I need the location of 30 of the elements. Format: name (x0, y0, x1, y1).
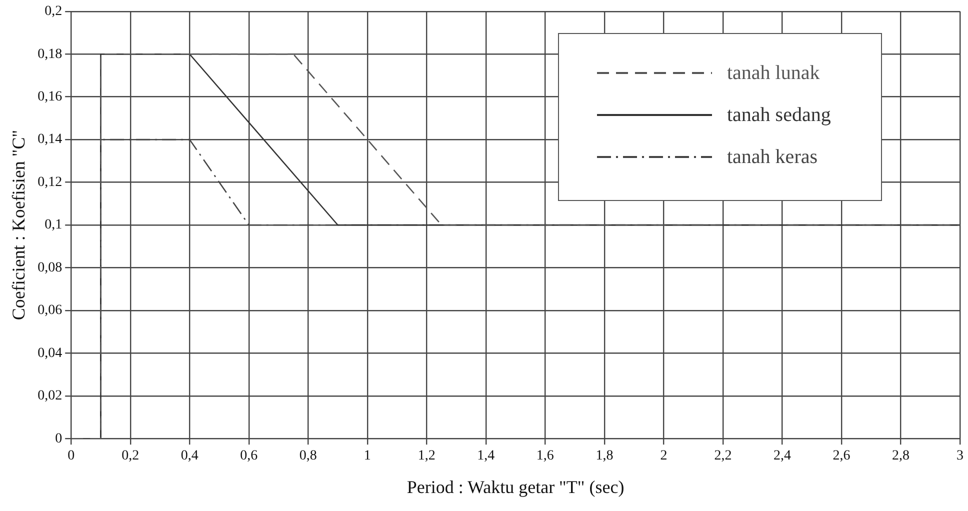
y-tick-label: 0,06 (38, 303, 62, 318)
y-tick-label: 0,2 (44, 4, 62, 20)
x-tick-label: 2,2 (714, 448, 732, 464)
x-axis-title: Period : Waktu getar "T" (sec) (406, 476, 624, 497)
x-tick-label: 2,8 (892, 448, 910, 464)
y-tick-label: 0 (55, 431, 62, 446)
legend-frame: tanah lunak tanah sedang tanah keras (558, 33, 882, 202)
y-tick-label: 0,18 (38, 46, 62, 62)
y-tick-label: 0,04 (38, 346, 62, 361)
y-tick-label: 0,02 (38, 388, 62, 404)
y-tick-label: 0,12 (38, 174, 62, 190)
x-tick-label: 1,4 (477, 448, 495, 464)
x-tick-label: 0 (68, 448, 75, 464)
x-tick-label: 2,6 (832, 448, 850, 464)
x-tick-label: 1,2 (418, 448, 436, 464)
y-tick-label: 0,14 (38, 132, 62, 148)
x-tick-label: 0,6 (240, 448, 258, 464)
y-tick-label: 0,16 (38, 90, 62, 105)
x-tick-label: 0,2 (122, 448, 140, 464)
x-tick-label: 1 (364, 448, 371, 464)
y-tick-label: 0,08 (38, 260, 62, 276)
x-tick-label: 1,8 (596, 448, 614, 464)
x-tick-label: 0,4 (180, 448, 198, 464)
x-tick-label: 2,4 (773, 448, 791, 464)
x-tick-label: 2 (660, 448, 668, 464)
y-axis-title: Coeficient : Koefisien "C" (8, 130, 29, 320)
x-tick-label: 1,6 (536, 448, 554, 464)
y-tick-label: 0,1 (44, 218, 62, 233)
x-tick-label: 3 (956, 448, 964, 464)
x-tick-label: 0,8 (299, 448, 317, 464)
